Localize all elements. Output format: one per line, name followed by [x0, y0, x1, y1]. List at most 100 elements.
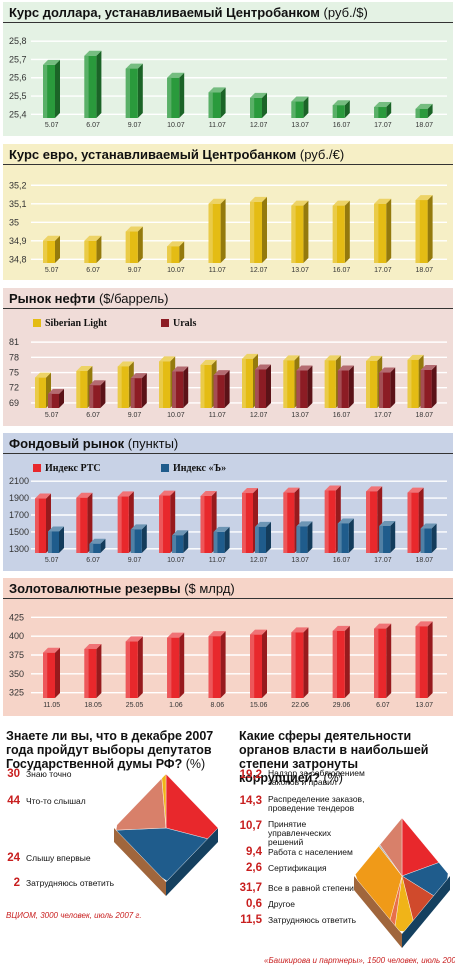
corruption-pie [354, 817, 450, 948]
corruption-label-1: Надзор за соблюдением законов и правил [268, 768, 365, 787]
elections-question: Знаете ли вы, что в декабре 2007 года пр… [6, 729, 216, 771]
x-tick-label: 12.07 [250, 412, 268, 419]
y-tick-label: 35 [9, 217, 19, 227]
stock-unit: (пункты) [127, 436, 179, 451]
x-tick-label: 5.07 [45, 267, 59, 274]
y-tick-label: 75 [9, 368, 19, 378]
elections-value-1: 30 [7, 768, 20, 780]
rts-label: Индекс РТС [45, 463, 101, 474]
x-tick-label: 11.05 [43, 702, 60, 709]
bar-secondary [213, 370, 230, 408]
corruption-value-1: 19,2 [239, 769, 262, 781]
x-tick-label: 11.07 [209, 412, 226, 419]
x-tick-label: 18.07 [416, 267, 434, 274]
x-tick-label: 18.07 [416, 122, 434, 129]
urals-label: Urals [173, 318, 197, 329]
x-tick-label: 13.07 [291, 122, 309, 129]
reserves-unit: ($ млрд) [184, 581, 235, 596]
pie-side-right [402, 876, 450, 948]
bar-secondary [420, 523, 437, 553]
x-tick-label: 16.07 [333, 122, 351, 129]
corruption-value-8: 11,5 [240, 914, 262, 926]
y-tick-label: 34,8 [9, 254, 27, 264]
bar-secondary [48, 388, 64, 408]
x-tick-label: 16.07 [333, 412, 351, 419]
corruption-row-5: 2,6 Сертификация [234, 862, 327, 874]
oil-legend-urals: Urals [161, 318, 196, 329]
bar [415, 621, 433, 698]
stock-title: Фондовый рынок (пункты) [9, 436, 178, 451]
corruption-value-3: 10,7 [239, 820, 262, 832]
x-tick-label: 6.07 [376, 702, 390, 709]
y-tick-label: 25,6 [9, 73, 27, 83]
bar [250, 629, 267, 698]
x-tick-label: 10.07 [167, 122, 185, 129]
bar-secondary [296, 365, 313, 408]
corruption-row-1: 19,2 Надзор за соблюдением законов и прав… [234, 769, 378, 787]
stock-panel: 1300 1500 1700 1900 2100 5.07 6.07 9.07 10.07 11.… [3, 433, 453, 571]
corruption-label-6: Все в равной степени [268, 883, 354, 893]
eur-title-text: Курс евро, устанавливаемый Центробанком [9, 147, 297, 162]
stock-legend-rts: Индекс РТС [33, 463, 101, 474]
bar [84, 643, 102, 698]
title-rule [3, 164, 453, 165]
x-tick-label: 17.07 [374, 267, 392, 274]
y-tick-label: 1900 [9, 493, 29, 503]
x-tick-label: 5.07 [45, 412, 59, 419]
x-tick-label: 18.07 [416, 557, 434, 564]
bar-secondary [89, 380, 106, 408]
corruption-row-8: 11,5 Затрудняюсь ответить [234, 914, 356, 926]
usd-chart: 25,4 25,5 25,6 25,7 25,8 5.07 6.07 9.07 10.07 11.… [3, 2, 453, 136]
usd-panel: 25,4 25,5 25,6 25,7 25,8 5.07 6.07 9.07 10.07 11.… [3, 2, 453, 136]
bar-secondary [337, 365, 354, 408]
y-tick-label: 350 [9, 669, 24, 679]
y-tick-label: 325 [9, 688, 24, 698]
bar [291, 627, 309, 698]
y-tick-label: 25,7 [9, 54, 27, 64]
bar-secondary [379, 520, 396, 553]
x-tick-label: 13.07 [416, 702, 434, 709]
corruption-value-4: 9,4 [246, 846, 262, 858]
bar-secondary [130, 524, 147, 553]
bar-secondary [48, 526, 64, 553]
pie-slice [355, 845, 403, 921]
bar [332, 625, 350, 698]
bar-secondary [379, 367, 396, 408]
pie-slice [401, 817, 440, 877]
reserves-title: Золотовалютные резервы ($ млрд) [9, 581, 235, 596]
oil-chart: 69 72 75 78 81 5.07 6.07 9.07 10.07 11.07 12.07 13.… [3, 288, 453, 426]
bar [84, 235, 102, 263]
corruption-row-3: 10,7 Принятие управленческих решений [234, 820, 360, 847]
elections-label-4: Затрудняюсь ответить [26, 878, 115, 888]
elections-row-4: 2 Затрудняюсь ответить [2, 877, 115, 889]
corruption-label-7: Другое [268, 899, 296, 909]
usd-title: Курс доллара, устанавливаемый Центробанк… [9, 5, 368, 20]
title-rule [3, 598, 453, 599]
corruption-value-6: 31,7 [239, 882, 262, 894]
bar [208, 631, 226, 698]
y-tick-label: 72 [9, 383, 19, 393]
bar-secondary [89, 538, 106, 553]
reserves-panel: 325 350 375 400 425 11.05 18.05 25.05 1.06 8.06 15… [3, 578, 453, 716]
pie-slice [165, 773, 219, 840]
x-tick-label: 15.06 [250, 702, 268, 709]
y-tick-label: 69 [9, 398, 19, 408]
elections-value-3: 24 [7, 852, 20, 864]
oil-panel: 69 72 75 78 81 5.07 6.07 9.07 10.07 11.07 12.07 13.… [3, 288, 453, 426]
urals-swatch [161, 319, 169, 327]
title-rule [3, 22, 453, 23]
y-tick-label: 2100 [9, 476, 29, 486]
elections-label-3: Слышу впервые [26, 853, 91, 863]
x-tick-label: 6.07 [86, 122, 100, 129]
elections-source: ВЦИОМ, 3000 человек, июль 2007 г. [6, 911, 142, 920]
pie-slice [115, 827, 208, 882]
y-tick-label: 25,4 [9, 109, 27, 119]
bar [167, 72, 185, 118]
bar [374, 198, 392, 263]
bar-primary [200, 491, 217, 553]
x-tick-label: 13.07 [291, 557, 309, 564]
x-tick-label: 22.06 [291, 702, 309, 709]
corruption-value-7: 0,6 [246, 898, 262, 910]
bar [415, 195, 433, 263]
bar [291, 96, 309, 118]
